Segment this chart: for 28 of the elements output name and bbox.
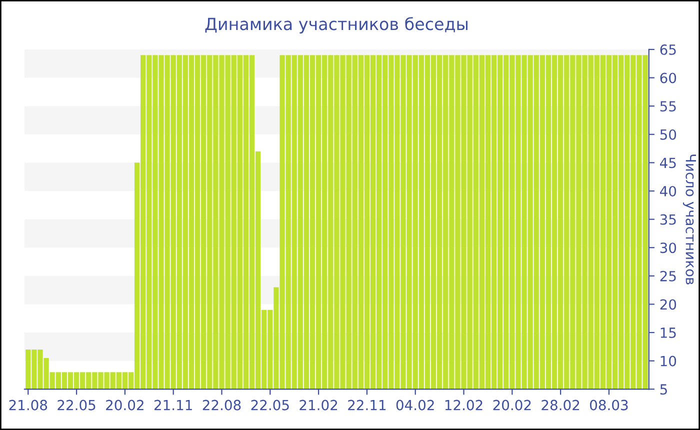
y-tick-label: 30 [660,242,676,254]
x-tick-label: 22.05 [58,400,96,410]
x-tick-label: 22.11 [348,400,386,410]
x-tick-label: 22.08 [202,400,241,410]
x-tick-label: 12.02 [445,400,482,410]
y-tick-label: 50 [660,129,676,140]
y-tick-label: 10 [660,356,676,366]
y-tick-label: 65 [660,44,676,55]
y-tick-label: 5 [660,384,667,395]
x-tick-label: 22.05 [251,400,289,410]
y-tick-label: 45 [660,158,676,168]
y-tick-label: 55 [660,101,676,112]
x-tick-label: 21.08 [9,400,48,410]
y-tick-label: 35 [660,214,676,225]
y-tick-label: 60 [660,72,676,84]
x-tick-label: 28.02 [542,400,580,410]
y-tick-label: 15 [660,328,676,338]
y-axis-title: Число участников [682,154,696,284]
y-tick-label: 25 [660,270,676,282]
chart-title: Динамика участников беседы [205,17,468,34]
x-tick-label: 04.02 [396,400,434,410]
y-tick-label: 40 [660,186,676,196]
x-tick-label: 21.11 [154,400,192,410]
x-tick-label: 08.03 [590,400,628,410]
x-tick-label: 21.02 [300,400,338,410]
y-tick-label: 20 [660,299,676,310]
x-tick-label: 20.02 [493,400,531,410]
x-tick-label: 20.02 [106,400,144,410]
